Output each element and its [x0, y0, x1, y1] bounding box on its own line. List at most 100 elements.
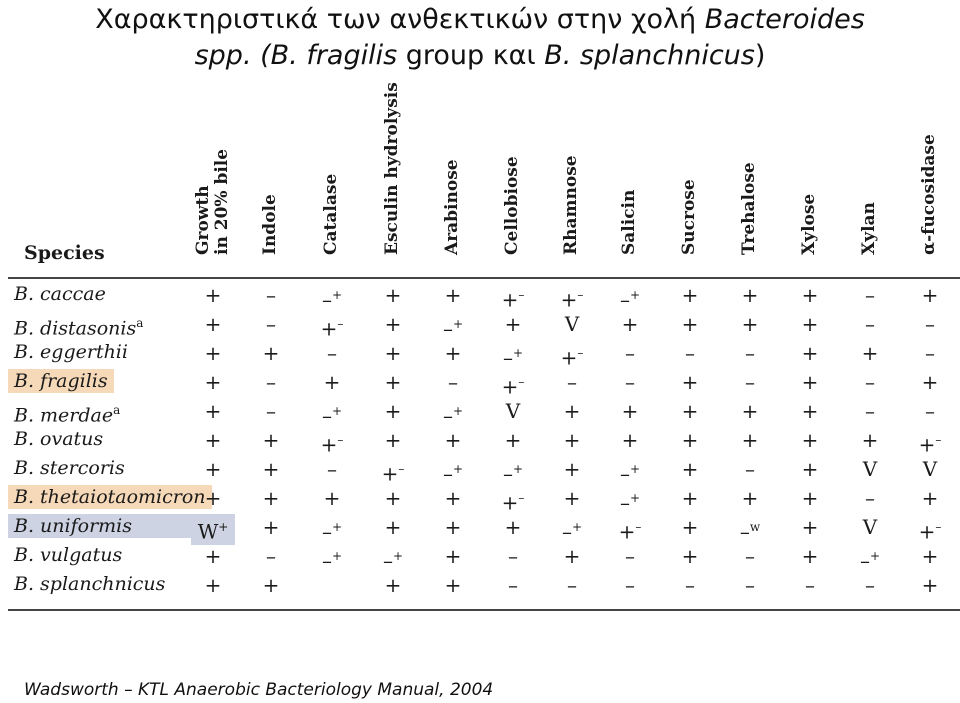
species-name: B. fragilis [8, 369, 114, 393]
test-result-value: + [262, 486, 280, 510]
test-result-value: + [563, 544, 581, 568]
test-result-cell: + [908, 282, 952, 308]
test-result-value: + [681, 370, 699, 394]
test-result-cell: +– [608, 514, 652, 545]
test-result-cell: + [668, 456, 712, 482]
test-result-value: – [925, 341, 935, 365]
test-result-value: – [625, 341, 635, 365]
test-result-value: + [444, 341, 462, 365]
test-result-value: + [204, 544, 222, 568]
species-name: B. vulgatus [8, 543, 128, 567]
test-result-value: V [922, 457, 938, 481]
test-result-value: + [563, 428, 581, 452]
test-result-minor: – [518, 491, 525, 505]
test-result-cell: – [848, 398, 892, 424]
test-result-cell: + [728, 485, 772, 511]
test-result-value: + [921, 544, 939, 568]
test-result-value: + [741, 486, 759, 510]
species-name: B. distasonisa [8, 311, 149, 339]
test-result-value: – [561, 519, 572, 544]
test-result-cell: –+ [550, 514, 594, 545]
column-header-5: Arabinose [442, 85, 473, 255]
species-name-text: B. merdae [14, 404, 114, 427]
test-result-cell: + [431, 543, 475, 569]
test-result-cell: – [608, 369, 652, 395]
test-result-value: – [266, 312, 276, 336]
test-result-value: + [501, 490, 519, 515]
test-result-cell: – [848, 369, 892, 395]
test-result-value: – [321, 519, 332, 544]
test-result-value: + [204, 428, 222, 452]
table-top-rule [8, 277, 960, 279]
test-result-cell: + [371, 485, 415, 511]
test-result-value: – [865, 312, 875, 336]
column-header-3: Catalase [321, 85, 352, 255]
test-result-value: – [745, 370, 755, 394]
test-result-cell: – [608, 543, 652, 569]
test-result-cell: – [728, 543, 772, 569]
test-result-value: + [801, 283, 819, 307]
species-column-header: Species [24, 242, 105, 264]
test-result-value: – [327, 341, 337, 365]
test-result-minor: – [337, 433, 344, 447]
test-result-value: + [560, 287, 578, 312]
test-result-minor: w [749, 520, 761, 534]
test-result-value: + [681, 283, 699, 307]
test-result-value: + [681, 399, 699, 423]
table-row: B. stercoris + + – +– –+ –+ + –+ + – + V V [0, 456, 960, 487]
table-row: B. uniformis W+ + –+ + + + –+ +– + –w + V +– [0, 514, 960, 545]
species-name-text: B. ovatus [14, 428, 104, 450]
test-result-value: + [921, 486, 939, 510]
species-name-text: B. splanchnicus [14, 573, 166, 595]
species-name: B. thetaiotaomicron [8, 485, 212, 509]
column-header-10: Trehalose [739, 85, 770, 255]
test-result-cell: + [788, 514, 832, 540]
title-normal: group και [397, 40, 545, 71]
test-result-value: + [621, 399, 639, 423]
test-result-cell: + [788, 282, 832, 308]
test-result-cell: – [608, 572, 652, 598]
test-result-value: – [745, 573, 755, 597]
test-result-cell: –+ [608, 485, 652, 516]
test-result-value: + [681, 428, 699, 452]
test-result-cell: + [371, 572, 415, 598]
test-result-cell: – [908, 340, 952, 366]
test-result-cell: V [908, 456, 952, 482]
test-result-cell: – [550, 369, 594, 395]
test-result-cell: – [310, 340, 354, 366]
column-header-label: Trehalose [739, 162, 759, 255]
test-result-minor: + [452, 404, 464, 418]
test-result-value: + [801, 428, 819, 452]
test-result-value: + [741, 283, 759, 307]
test-result-minor: + [512, 346, 524, 360]
test-result-cell: + [608, 398, 652, 424]
test-result-value: – [508, 544, 518, 568]
test-result-value: – [508, 573, 518, 597]
test-result-value: + [801, 515, 819, 539]
test-result-value: – [321, 403, 332, 428]
column-header-label: Cellobiose [502, 156, 522, 255]
test-result-minor: + [571, 520, 583, 534]
test-result-cell: –+ [848, 543, 892, 574]
test-result-cell: V [550, 311, 594, 337]
test-result-value: + [801, 341, 819, 365]
test-result-cell: +– [550, 282, 594, 313]
species-footnote-mark: a [113, 403, 121, 417]
test-result-cell: V [848, 514, 892, 540]
test-result-cell: – [249, 398, 293, 424]
test-result-cell: –+ [608, 456, 652, 487]
test-result-value: + [444, 428, 462, 452]
table-row: B. fragilis + – + + – +– – – + – + – + [0, 369, 960, 399]
test-result-value: – [625, 370, 635, 394]
species-name-text: B. vulgatus [14, 544, 123, 566]
test-result-value: + [801, 399, 819, 423]
test-result-value: + [262, 428, 280, 452]
test-result-cell: + [310, 369, 354, 395]
column-header-label: Indole [260, 194, 280, 255]
test-result-cell: – [550, 572, 594, 598]
test-result-value: + [323, 370, 341, 394]
table-row: B. vulgatus + – –+ –+ + – + – + – + –+ + [0, 543, 960, 574]
test-result-minor: – [398, 462, 405, 476]
test-result-value: + [563, 399, 581, 423]
test-result-cell: + [491, 311, 535, 337]
